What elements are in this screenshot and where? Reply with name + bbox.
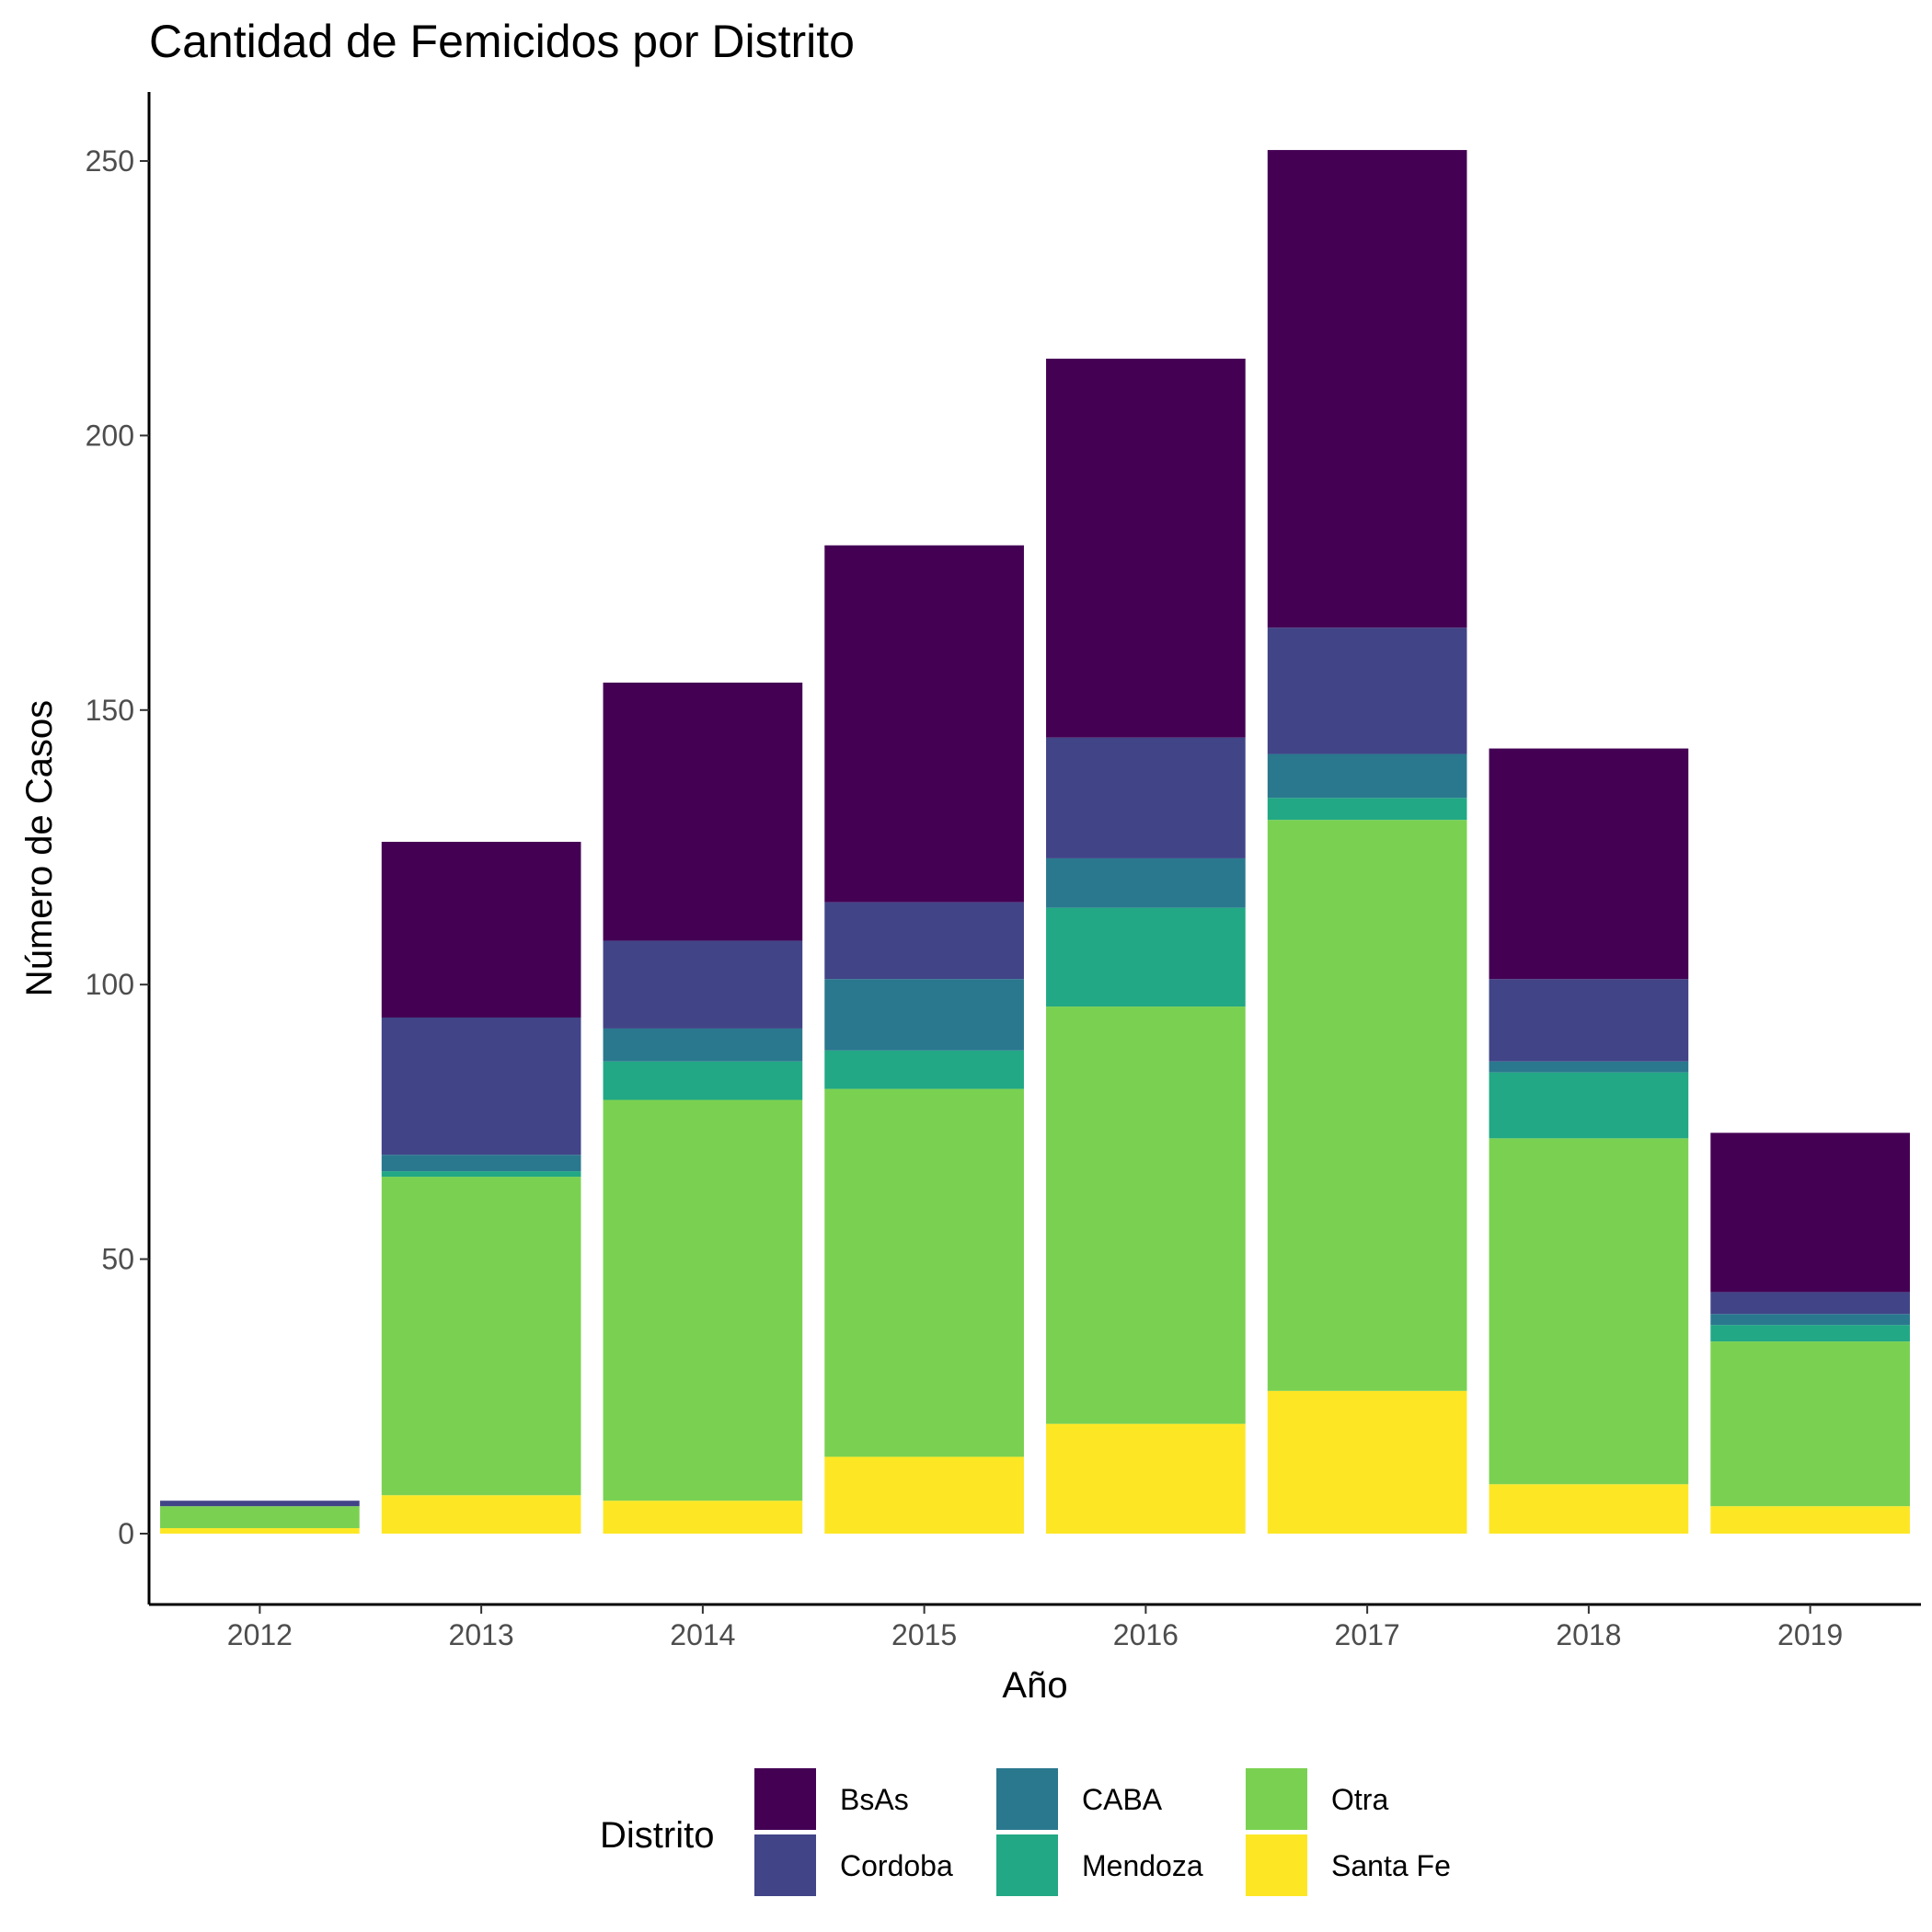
bar-2015-cordoba: [824, 902, 1024, 980]
y-tick-label: 50: [101, 1243, 134, 1276]
x-tick-label: 2012: [227, 1618, 293, 1651]
legend-key-bsas: [754, 1768, 816, 1830]
legend-key-otra: [1246, 1768, 1307, 1830]
x-ticks-group: 2012 2013 2014 2015 2016 2017 2018 2019: [227, 1604, 1843, 1651]
bar-2013-mendoza: [381, 1171, 581, 1178]
bar-2017-bsas: [1267, 150, 1467, 628]
x-tick-label: 2018: [1556, 1618, 1621, 1651]
bar-2013-caba: [381, 1155, 581, 1172]
x-tick-label: 2016: [1113, 1618, 1179, 1651]
x-tick-label: 2015: [891, 1618, 957, 1651]
x-tick-label: 2017: [1335, 1618, 1400, 1651]
bar-2018-mendoza: [1489, 1072, 1689, 1139]
y-ticks-group: 0 50 100 150 200 250: [86, 144, 149, 1550]
legend-title: Distrito: [600, 1815, 714, 1856]
bar-2016-bsas: [1046, 358, 1246, 738]
bar-2019-cordoba: [1710, 1292, 1910, 1315]
bar-2017-santa-fe: [1267, 1390, 1467, 1534]
bar-2012-santa-fe: [160, 1528, 360, 1534]
y-tick-label: 100: [86, 968, 134, 1001]
y-tick-label: 200: [86, 419, 134, 452]
bar-2018-bsas: [1489, 748, 1689, 980]
bar-2013-bsas: [381, 842, 581, 1018]
y-tick-label: 0: [118, 1517, 134, 1550]
bar-2016-cordoba: [1046, 737, 1246, 858]
x-tick-label: 2014: [670, 1618, 735, 1651]
bar-2015-bsas: [824, 545, 1024, 903]
bar-2019-mendoza: [1710, 1325, 1910, 1342]
bar-2012-cordoba: [160, 1501, 360, 1507]
bar-2014-cordoba: [603, 940, 803, 1029]
bar-2012-otra: [160, 1506, 360, 1529]
x-axis-title: Año: [1002, 1665, 1067, 1706]
bar-2017-caba: [1267, 753, 1467, 799]
y-tick-label: 150: [86, 694, 134, 727]
bar-2014-bsas: [603, 682, 803, 941]
bars-group: [160, 150, 1910, 1534]
legend-label-caba: CABA: [1082, 1783, 1163, 1816]
bar-2016-caba: [1046, 857, 1246, 908]
bar-2017-cordoba: [1267, 627, 1467, 754]
legend-label-otra: Otra: [1331, 1783, 1388, 1816]
x-tick-label: 2019: [1777, 1618, 1843, 1651]
y-axis-title: Número de Casos: [19, 700, 60, 996]
bar-2014-santa-fe: [603, 1501, 803, 1534]
bar-2016-santa-fe: [1046, 1423, 1246, 1534]
legend: BsAs Cordoba CABA Mendoza Otra Santa Fe: [754, 1768, 1451, 1896]
bar-2019-santa-fe: [1710, 1506, 1910, 1534]
bar-2015-caba: [824, 979, 1024, 1051]
bar-2015-santa-fe: [824, 1456, 1024, 1534]
legend-label-cordoba: Cordoba: [840, 1849, 953, 1882]
bar-2014-caba: [603, 1028, 803, 1062]
legend-key-mendoza: [996, 1834, 1058, 1896]
legend-label-bsas: BsAs: [840, 1783, 909, 1816]
bar-2016-mendoza: [1046, 907, 1246, 1007]
legend-label-santa-fe: Santa Fe: [1331, 1849, 1451, 1882]
bar-2014-mendoza: [603, 1061, 803, 1100]
bar-2019-otra: [1710, 1341, 1910, 1507]
bar-2019-caba: [1710, 1314, 1910, 1326]
chart-title: Cantidad de Femicidos por Distrito: [149, 16, 855, 67]
bar-2018-otra: [1489, 1138, 1689, 1485]
x-tick-label: 2013: [449, 1618, 514, 1651]
legend-key-santa-fe: [1246, 1834, 1307, 1896]
bar-2015-otra: [824, 1088, 1024, 1457]
bar-2016-otra: [1046, 1006, 1246, 1424]
bar-2017-mendoza: [1267, 798, 1467, 821]
bar-2018-cordoba: [1489, 979, 1689, 1062]
bar-2018-caba: [1489, 1061, 1689, 1073]
legend-label-mendoza: Mendoza: [1082, 1849, 1203, 1882]
bar-2013-santa-fe: [381, 1495, 581, 1534]
legend-key-caba: [996, 1768, 1058, 1830]
bar-2015-mendoza: [824, 1050, 1024, 1089]
bar-2013-cordoba: [381, 1018, 581, 1156]
bar-2014-otra: [603, 1099, 803, 1501]
bar-2019-bsas: [1710, 1133, 1910, 1293]
bar-2017-otra: [1267, 820, 1467, 1391]
bar-2013-otra: [381, 1177, 581, 1496]
legend-key-cordoba: [754, 1834, 816, 1896]
bar-2018-santa-fe: [1489, 1484, 1689, 1534]
y-tick-label: 250: [86, 144, 134, 178]
